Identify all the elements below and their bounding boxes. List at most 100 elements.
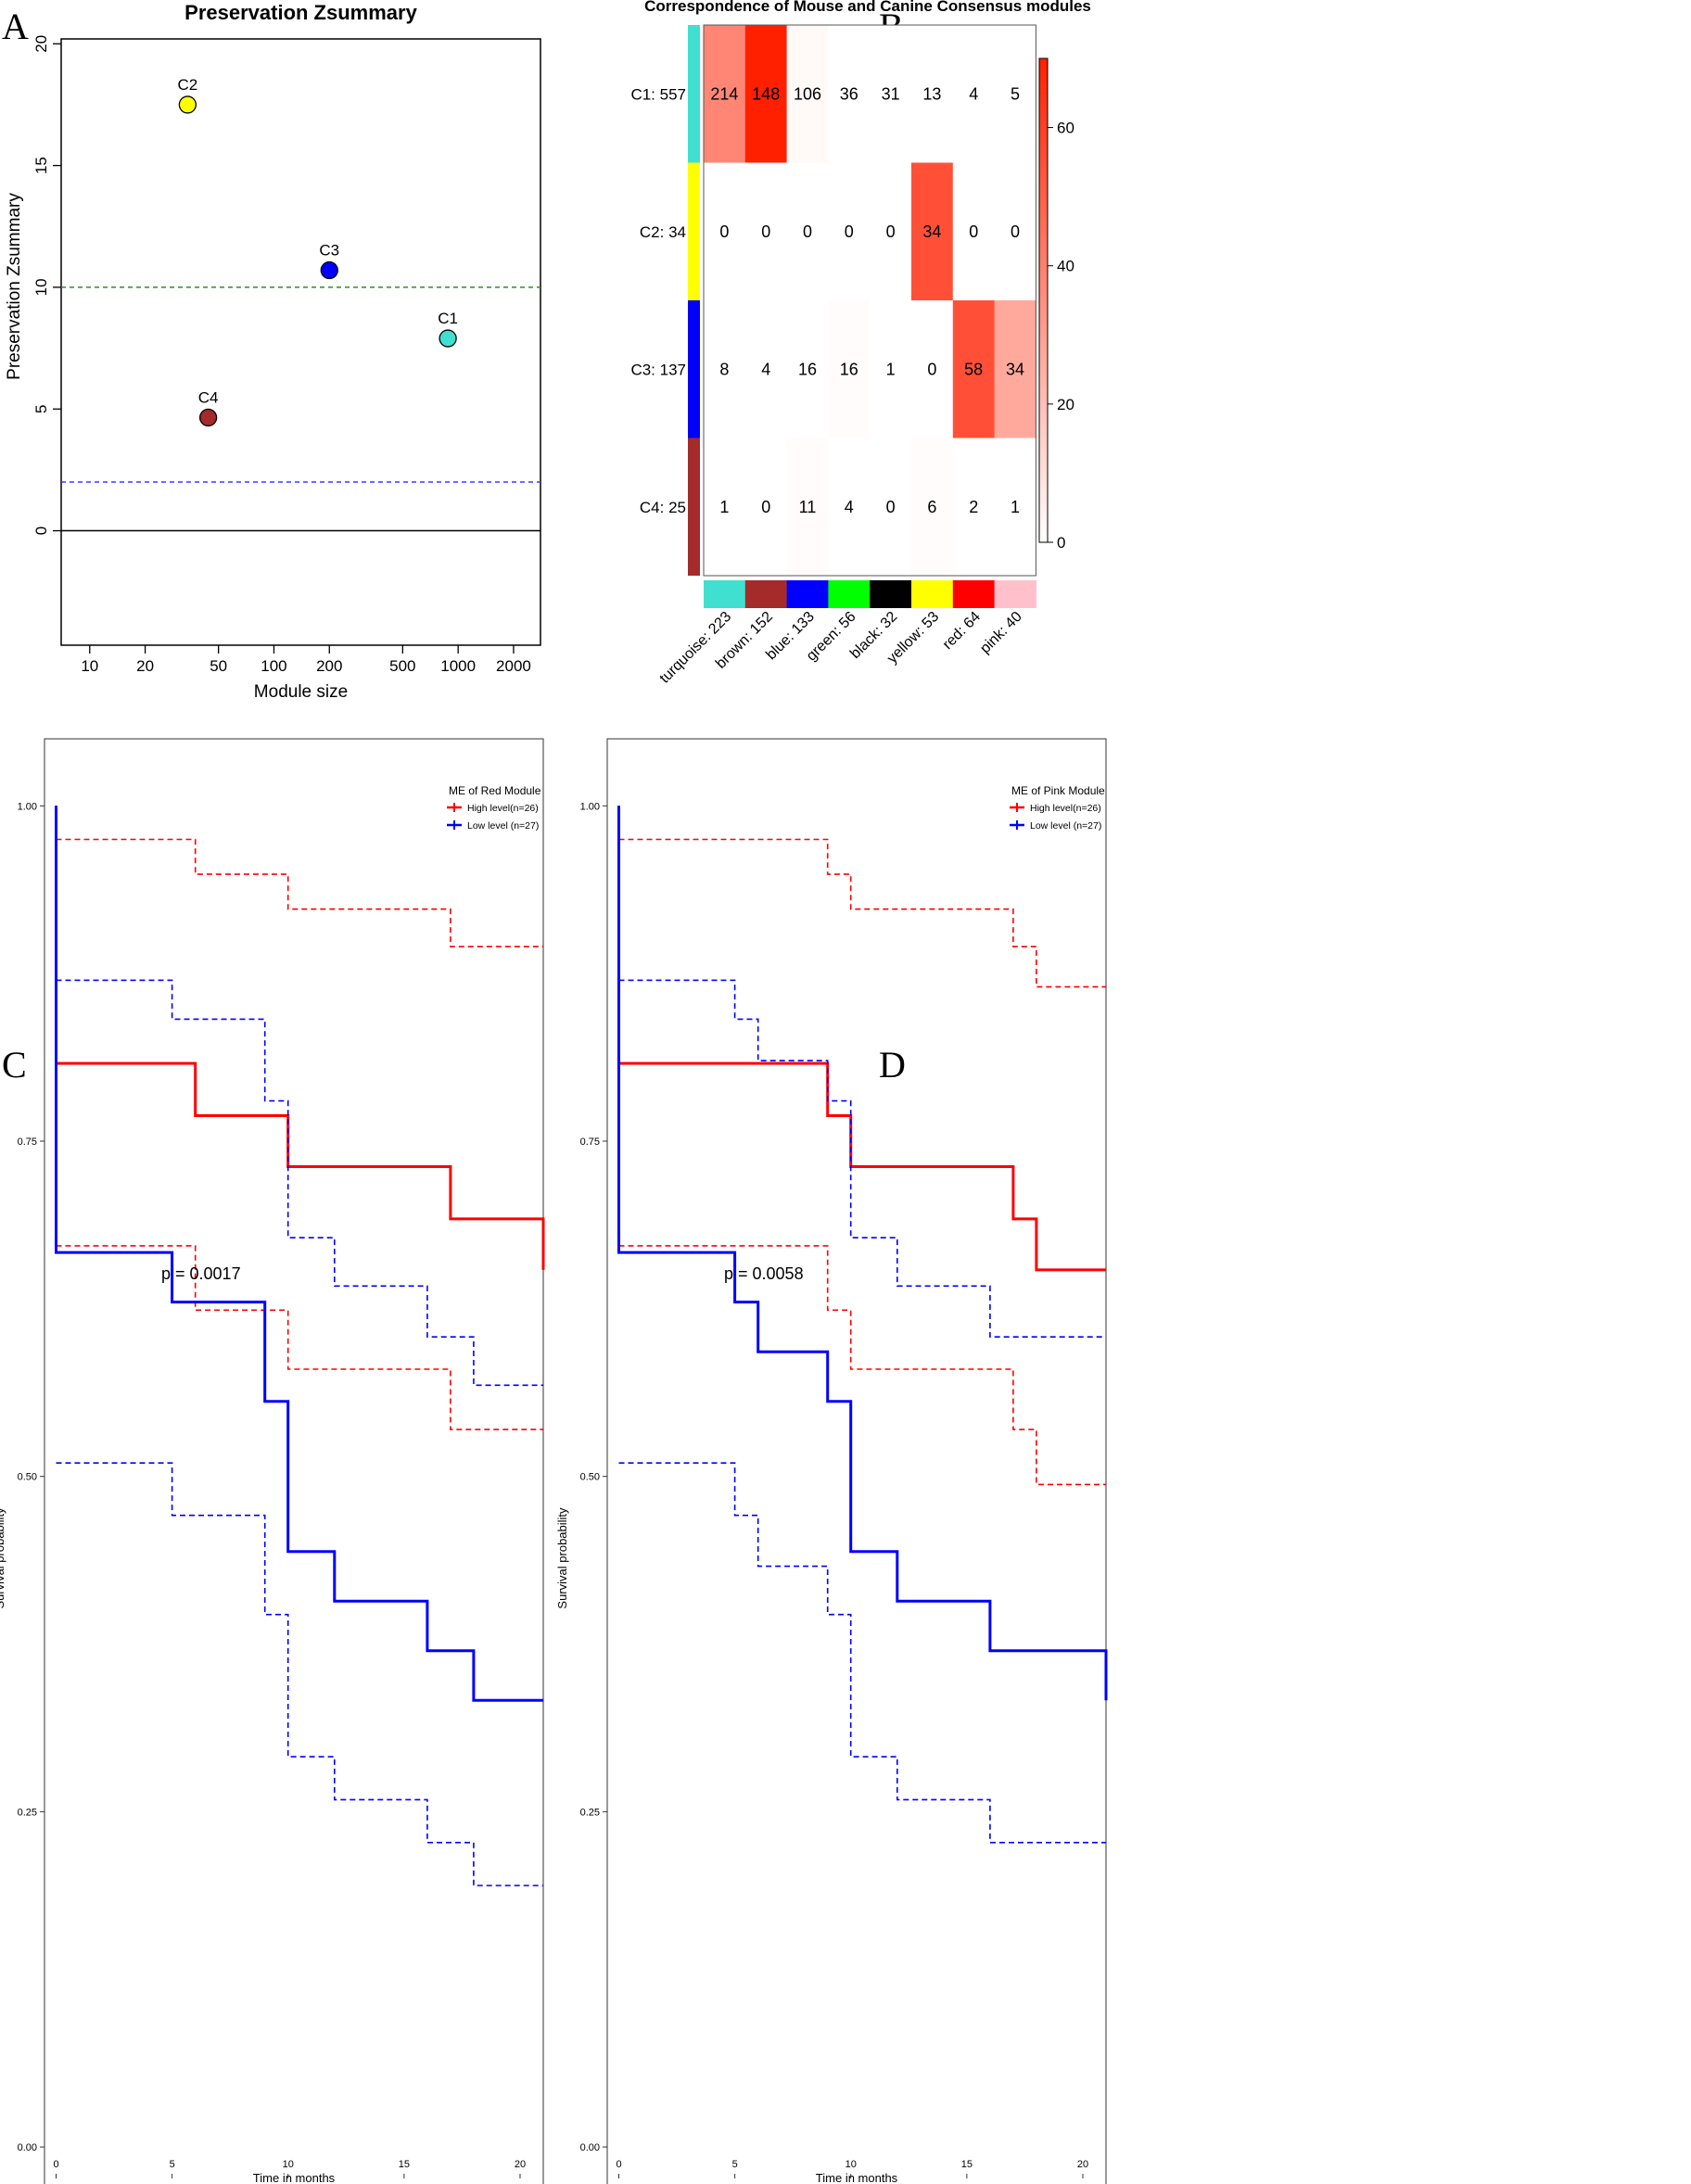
point-label: C1 bbox=[438, 310, 458, 327]
colorbar-tick-label: 40 bbox=[1057, 258, 1074, 275]
y-tick-label: 0.25 bbox=[18, 1807, 37, 1818]
heatmap-cell bbox=[744, 25, 788, 163]
km-curve-upper bbox=[56, 979, 543, 1387]
column-label: pink: 40 bbox=[977, 609, 1025, 657]
legend-label: High level(n=26) bbox=[1030, 803, 1101, 814]
cell-count: 1 bbox=[719, 498, 729, 516]
column-color-bar bbox=[911, 580, 954, 608]
y-axis-label: Survival probability bbox=[555, 1507, 569, 1609]
heatmap-cell bbox=[870, 438, 912, 577]
cell-count: 8 bbox=[719, 360, 729, 378]
y-tick-label: 0.75 bbox=[18, 1136, 37, 1148]
y-tick-label: 20 bbox=[32, 35, 50, 53]
x-tick-label: 200 bbox=[316, 657, 342, 675]
cell-count: 16 bbox=[798, 360, 817, 378]
cell-count: 0 bbox=[761, 222, 770, 241]
cell-count: 0 bbox=[886, 222, 896, 241]
data-point bbox=[439, 329, 457, 348]
y-tick-label: 0.00 bbox=[580, 2142, 600, 2153]
km-curve-lower bbox=[618, 1462, 1106, 1844]
cell-count: 0 bbox=[927, 360, 936, 378]
row-color-bar bbox=[688, 25, 700, 163]
cell-count: 6 bbox=[927, 498, 936, 516]
cell-count: 13 bbox=[922, 84, 941, 103]
cell-count: 2 bbox=[969, 498, 978, 516]
x-tick-label: 20 bbox=[1077, 2159, 1088, 2170]
chart-title: Preservation Zsummary bbox=[184, 1, 417, 24]
heatmap-title: Correspondence of Mouse and Canine Conse… bbox=[644, 0, 1091, 15]
heatmap-cell bbox=[704, 438, 746, 577]
cell-count: 0 bbox=[761, 498, 770, 516]
y-tick-label: 5 bbox=[32, 404, 50, 413]
colorbar-tick-label: 0 bbox=[1057, 534, 1065, 552]
y-axis-label: Preservation Zsummary bbox=[5, 193, 24, 380]
column-color-bar bbox=[994, 580, 1036, 608]
y-tick-label: 0.75 bbox=[580, 1136, 600, 1148]
y-tick-label: 10 bbox=[32, 278, 50, 296]
cell-count: 148 bbox=[752, 84, 780, 103]
km-curve-estimate bbox=[55, 806, 543, 1702]
heatmap-cell bbox=[786, 25, 829, 163]
column-color-bar bbox=[870, 580, 912, 608]
cell-count: 0 bbox=[969, 222, 978, 241]
panel-c-survival-chart: 0.00 0.25 0.50 0.75 1.00 0 5 10 15 20 Time in mont… bbox=[0, 738, 545, 2184]
colorbar-tick-label: 60 bbox=[1057, 120, 1074, 137]
legend-label: High level(n=26) bbox=[467, 803, 539, 814]
row-color-bar bbox=[688, 438, 700, 576]
km-curve-lower bbox=[56, 1462, 543, 1886]
heatmap-cell bbox=[786, 438, 829, 577]
heatmap-cell bbox=[786, 300, 829, 438]
x-tick-label: 100 bbox=[261, 657, 286, 675]
cell-count: 214 bbox=[710, 84, 738, 103]
y-tick-label: 0.50 bbox=[580, 1472, 600, 1483]
legend-title: ME of Red Module bbox=[449, 784, 541, 797]
cell-count: 11 bbox=[799, 498, 817, 516]
y-tick-label: 0 bbox=[32, 527, 50, 535]
cell-count: 0 bbox=[1011, 222, 1020, 241]
y-tick-label: 15 bbox=[32, 157, 50, 174]
row-color-bar bbox=[688, 162, 700, 300]
point-label: C4 bbox=[198, 388, 219, 406]
heatmap-cell bbox=[870, 25, 912, 163]
km-curve-upper bbox=[56, 838, 543, 947]
x-axis-label: Time in months bbox=[253, 2171, 336, 2184]
p-value: p = 0.0017 bbox=[161, 1264, 241, 1283]
x-tick-label: 10 bbox=[81, 657, 98, 675]
cell-count: 0 bbox=[803, 222, 812, 241]
x-tick-label: 500 bbox=[389, 657, 415, 675]
y-axis-label: Survival probability bbox=[0, 1507, 6, 1609]
x-tick-label: 10 bbox=[846, 2159, 857, 2170]
plot-frame bbox=[44, 738, 544, 2184]
heatmap-cell bbox=[911, 25, 954, 163]
cell-count: 0 bbox=[719, 222, 729, 241]
row-color-bar bbox=[688, 300, 700, 438]
km-curve-lower bbox=[56, 1245, 543, 1430]
y-tick-label: 1.00 bbox=[18, 801, 37, 812]
data-point bbox=[320, 260, 338, 280]
y-tick-label: 0.50 bbox=[18, 1472, 37, 1483]
km-curve-upper bbox=[618, 838, 1106, 988]
cell-count: 1 bbox=[886, 360, 896, 378]
panel-d-survival-chart: 0.00 0.25 0.50 0.75 1.00 0 5 10 15 20 Time in mont… bbox=[555, 738, 1108, 2184]
heatmap-cell bbox=[704, 300, 746, 438]
x-tick-label: 20 bbox=[515, 2159, 526, 2170]
column-color-bar bbox=[828, 580, 871, 608]
row-label: C4: 25 bbox=[640, 499, 686, 516]
heatmap-cell bbox=[704, 162, 746, 301]
colorbar bbox=[1038, 57, 1049, 543]
cell-count: 0 bbox=[845, 222, 854, 241]
heatmap-cell bbox=[828, 300, 871, 438]
cell-count: 4 bbox=[845, 498, 854, 516]
cell-count: 34 bbox=[922, 222, 941, 241]
column-label: turquoise: 223 bbox=[657, 609, 735, 687]
heatmap-cell bbox=[870, 162, 912, 301]
km-curve-estimate bbox=[617, 806, 1106, 1272]
cell-count: 5 bbox=[1011, 84, 1020, 103]
heatmap-cell bbox=[952, 300, 996, 438]
x-tick-label: 15 bbox=[961, 2159, 973, 2170]
cell-count: 4 bbox=[761, 360, 770, 378]
heatmap-cell bbox=[994, 300, 1036, 438]
column-color-bar bbox=[952, 580, 996, 608]
heatmap-cell bbox=[744, 162, 788, 301]
heatmap-cell bbox=[828, 438, 871, 577]
